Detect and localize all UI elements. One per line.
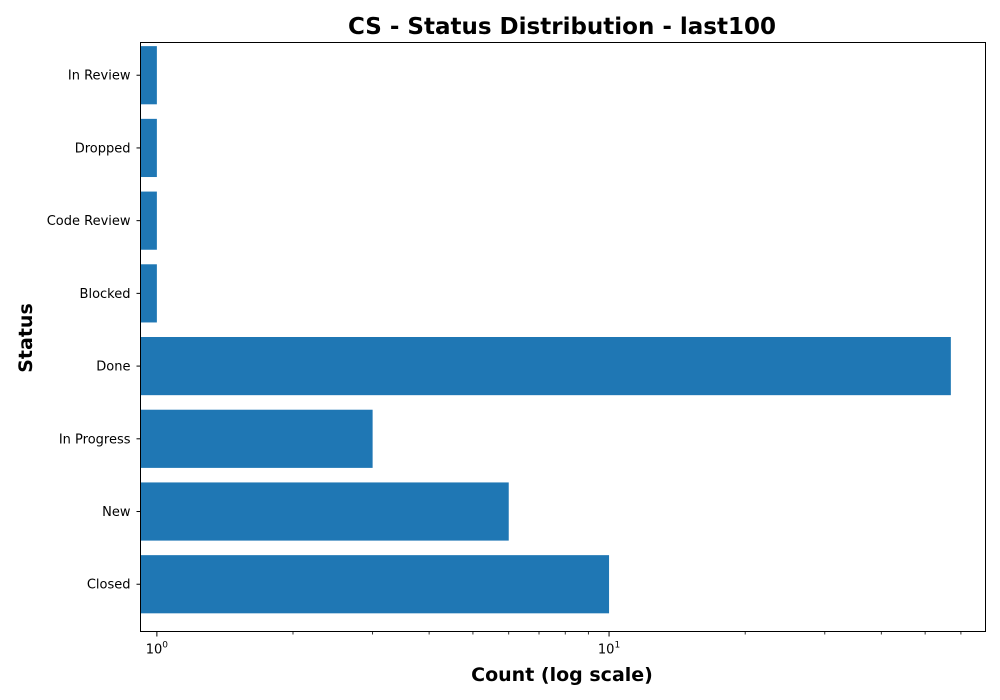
plot-frame	[140, 42, 986, 632]
bar-dropped	[140, 118, 157, 178]
x-ticks-group: 100 101	[146, 631, 962, 658]
chart-title: CS - Status Distribution - last100	[348, 14, 776, 40]
bar-code-review	[140, 191, 157, 250]
x-axis-label: Count (log scale)	[471, 664, 653, 686]
bar-done	[140, 337, 951, 396]
y-tick-label-code-review: Code Review	[47, 214, 131, 229]
bar-blocked	[140, 264, 157, 323]
bar-closed	[140, 555, 610, 614]
x-tick-label: 100	[146, 641, 169, 658]
bar-new	[140, 482, 509, 541]
y-tick-label-blocked: Blocked	[80, 287, 131, 302]
y-tick-label-in-review: In Review	[68, 69, 131, 84]
bar-in-progress	[140, 409, 373, 468]
y-ticks-group: Closed New In Progress Done Blocked Code Revi…	[47, 69, 141, 593]
x-tick-label: 101	[598, 641, 620, 658]
y-tick-label-closed: Closed	[87, 578, 131, 593]
y-tick-label-in-progress: In Progress	[59, 432, 131, 447]
bars-group	[140, 46, 951, 614]
y-axis-label: Status	[15, 303, 37, 373]
y-tick-label-dropped: Dropped	[75, 141, 131, 156]
bar-in-review	[140, 46, 157, 105]
y-tick-label-new: New	[102, 505, 131, 520]
y-tick-label-done: Done	[96, 360, 130, 375]
